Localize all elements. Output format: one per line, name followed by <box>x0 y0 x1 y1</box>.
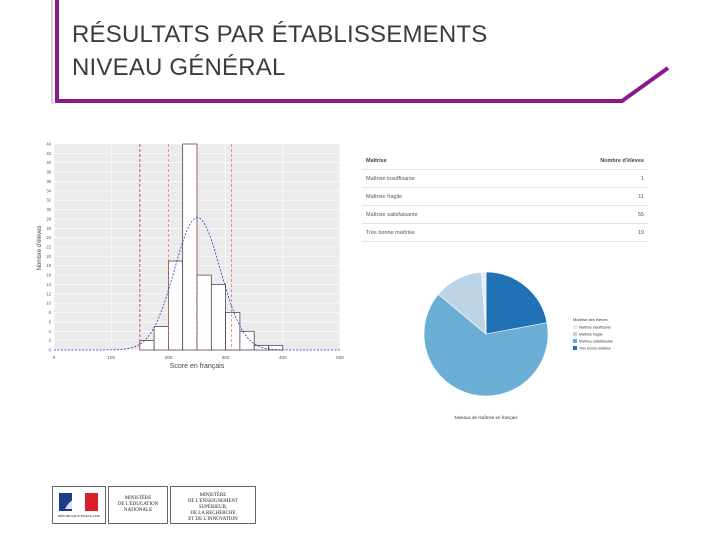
marianne-flag-icon <box>59 493 98 511</box>
y-axis-label: Nombre d'élèves <box>37 226 43 271</box>
legend-swatch <box>573 325 577 329</box>
density-curve <box>54 217 340 351</box>
y-tick-label: 32 <box>46 198 51 203</box>
legend-label: Maîtrise fragile <box>579 332 603 336</box>
histogram-bar <box>225 312 241 351</box>
logo-republique: RÉPUBLIQUE FRANÇAISE <box>52 486 106 524</box>
table-cell-label: Maîtrise fragile <box>366 193 403 200</box>
table-cell-value: 55 <box>637 211 644 218</box>
table-row: Maîtrise fragile 11 <box>362 188 648 206</box>
y-tick-label: 38 <box>46 170 51 175</box>
logo-enseignement-text: MINISTÈRE DE L'ENSEIGNEMENT SUPÉRIEUR, D… <box>187 493 239 522</box>
pie-chart: Maîtrise des élèves Maîtrise insuffisant… <box>423 271 613 420</box>
mastery-table: Maîtrise Nombre d'élèves Maîtrise insuff… <box>362 152 648 242</box>
x-tick-label: 200 <box>165 355 173 360</box>
y-tick-label: 34 <box>46 188 51 193</box>
logo-education-text: MINISTÈRE DE L'ÉDUCATION NATIONALE <box>117 496 159 513</box>
histogram-bar <box>168 260 184 351</box>
histogram-chart: 0246810121416182022242628303234363840424… <box>37 142 344 371</box>
y-tick-label: 6 <box>49 319 52 324</box>
table-cell-value: 1 <box>640 175 644 182</box>
x-axis-label: Score en français <box>170 363 225 370</box>
histogram-bar <box>196 274 212 351</box>
pie-slice <box>423 293 549 397</box>
pie-title: Niveaux de maîtrise en français <box>454 415 518 420</box>
slide-title-line1: RÉSULTATS PAR ÉTABLISSEMENTS <box>72 21 488 48</box>
logo-republique-caption: RÉPUBLIQUE FRANÇAISE <box>57 514 101 518</box>
table-row: Maîtrise satisfaisante 55 <box>362 206 648 224</box>
histogram-bar <box>210 284 226 351</box>
table-header-mastery: Maîtrise <box>366 157 387 164</box>
y-tick-label: 10 <box>46 301 51 306</box>
table-header-count: Nombre d'élèves <box>600 157 644 164</box>
y-tick-label: 2 <box>49 338 52 343</box>
x-tick-label: 300 <box>222 355 230 360</box>
table-cell-label: Très bonne maîtrise <box>366 229 415 236</box>
y-tick-label: 8 <box>49 310 52 315</box>
legend-swatch <box>573 332 577 336</box>
y-tick-label: 42 <box>46 151 51 156</box>
y-tick-label: 26 <box>46 226 51 231</box>
legend-title: Maîtrise des élèves <box>573 317 607 322</box>
legend-swatch <box>573 346 577 350</box>
frame-bottom-bar <box>55 66 670 103</box>
y-tick-label: 12 <box>46 291 51 296</box>
y-tick-label: 4 <box>49 329 52 334</box>
y-tick-label: 18 <box>46 263 51 268</box>
y-tick-label: 20 <box>46 254 51 259</box>
y-tick-label: 0 <box>49 348 52 353</box>
histogram-bar <box>239 330 255 351</box>
footer-logos: RÉPUBLIQUE FRANÇAISE MINISTÈRE DE L'ÉDUC… <box>52 486 256 524</box>
histogram-bar <box>139 340 155 351</box>
table-cell-value: 19 <box>637 229 644 236</box>
logo-education-nationale: MINISTÈRE DE L'ÉDUCATION NATIONALE <box>108 486 168 524</box>
histogram-bar <box>268 344 284 351</box>
pie-slice <box>485 271 548 335</box>
y-tick-label: 16 <box>46 273 51 278</box>
table-cell-value: 11 <box>638 193 644 200</box>
legend-swatch <box>573 339 577 343</box>
pie-slice <box>481 271 487 335</box>
slide-title: RÉSULTATS PAR ÉTABLISSEMENTS NIVEAU GÉNÉ… <box>72 18 487 84</box>
legend-label: Maîtrise insuffisante <box>579 325 611 329</box>
histogram-bar <box>253 344 269 351</box>
y-tick-label: 22 <box>46 245 51 250</box>
y-tick-label: 40 <box>46 160 51 165</box>
y-tick-label: 24 <box>46 235 51 240</box>
legend-label: Maîtrise satisfaisante <box>579 339 613 343</box>
logo-enseignement-superieur: MINISTÈRE DE L'ENSEIGNEMENT SUPÉRIEUR, D… <box>170 486 256 524</box>
y-tick-label: 44 <box>46 142 51 147</box>
y-tick-label: 28 <box>46 216 51 221</box>
y-tick-label: 14 <box>46 282 51 287</box>
x-tick-label: 500 <box>336 355 344 360</box>
histogram-bar <box>153 326 169 351</box>
table-row: Maîtrise insuffisante 1 <box>362 170 648 188</box>
table-cell-label: Maîtrise insuffisante <box>366 175 415 182</box>
legend-label: Très bonne maîtrise <box>579 346 611 350</box>
slide-title-line2: NIVEAU GÉNÉRAL <box>72 54 286 81</box>
x-tick-label: 100 <box>107 355 115 360</box>
table-header-row: Maîtrise Nombre d'élèves <box>362 152 648 170</box>
y-tick-label: 30 <box>46 207 51 212</box>
x-tick-label: 0 <box>53 355 56 360</box>
histogram-bar <box>182 143 198 351</box>
table-row: Très bonne maîtrise 19 <box>362 224 648 242</box>
table-cell-label: Maîtrise satisfaisante <box>366 211 418 218</box>
y-tick-label: 36 <box>46 179 51 184</box>
x-tick-label: 400 <box>279 355 287 360</box>
